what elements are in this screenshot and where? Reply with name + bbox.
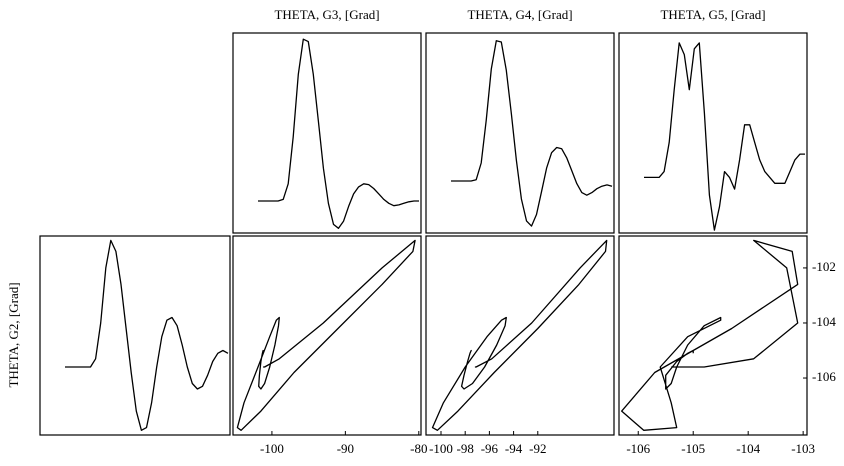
panel bbox=[39, 235, 231, 436]
x-tick-label: -90 bbox=[337, 441, 354, 456]
x-tick-label: -104 bbox=[736, 441, 760, 456]
panel bbox=[232, 235, 422, 436]
column-title: THETA, G4, [Grad] bbox=[467, 7, 572, 22]
x-tick-label: -94 bbox=[505, 441, 523, 456]
x-tick-label: -98 bbox=[457, 441, 474, 456]
x-tick-label: -96 bbox=[481, 441, 499, 456]
phase-line bbox=[621, 239, 799, 431]
panel bbox=[425, 32, 615, 234]
panel bbox=[618, 32, 808, 234]
phase-line bbox=[431, 239, 608, 431]
panel bbox=[618, 235, 808, 436]
column-title: THETA, G5, [Grad] bbox=[660, 7, 765, 22]
x-tick-label: -80 bbox=[410, 441, 427, 456]
y-tick-label: -104 bbox=[812, 314, 836, 329]
x-tick-label: -92 bbox=[529, 441, 546, 456]
y-tick-label: -106 bbox=[812, 369, 836, 384]
x-tick-label: -105 bbox=[681, 441, 705, 456]
panel bbox=[232, 32, 422, 234]
x-tick-label: -103 bbox=[791, 441, 815, 456]
column-title: THETA, G3, [Grad] bbox=[274, 7, 379, 22]
x-tick-label: -106 bbox=[626, 441, 650, 456]
phase-line bbox=[236, 239, 416, 431]
x-tick-label: -100 bbox=[260, 441, 284, 456]
time-series-line bbox=[258, 38, 419, 229]
y-tick-label: -102 bbox=[812, 259, 836, 274]
x-tick-label: -100 bbox=[429, 441, 453, 456]
panel bbox=[425, 235, 615, 436]
time-series-line bbox=[451, 40, 613, 227]
time-series-line bbox=[644, 42, 805, 231]
row-label: THETA, G2, [Grad] bbox=[6, 282, 21, 387]
time-series-line bbox=[65, 239, 229, 431]
